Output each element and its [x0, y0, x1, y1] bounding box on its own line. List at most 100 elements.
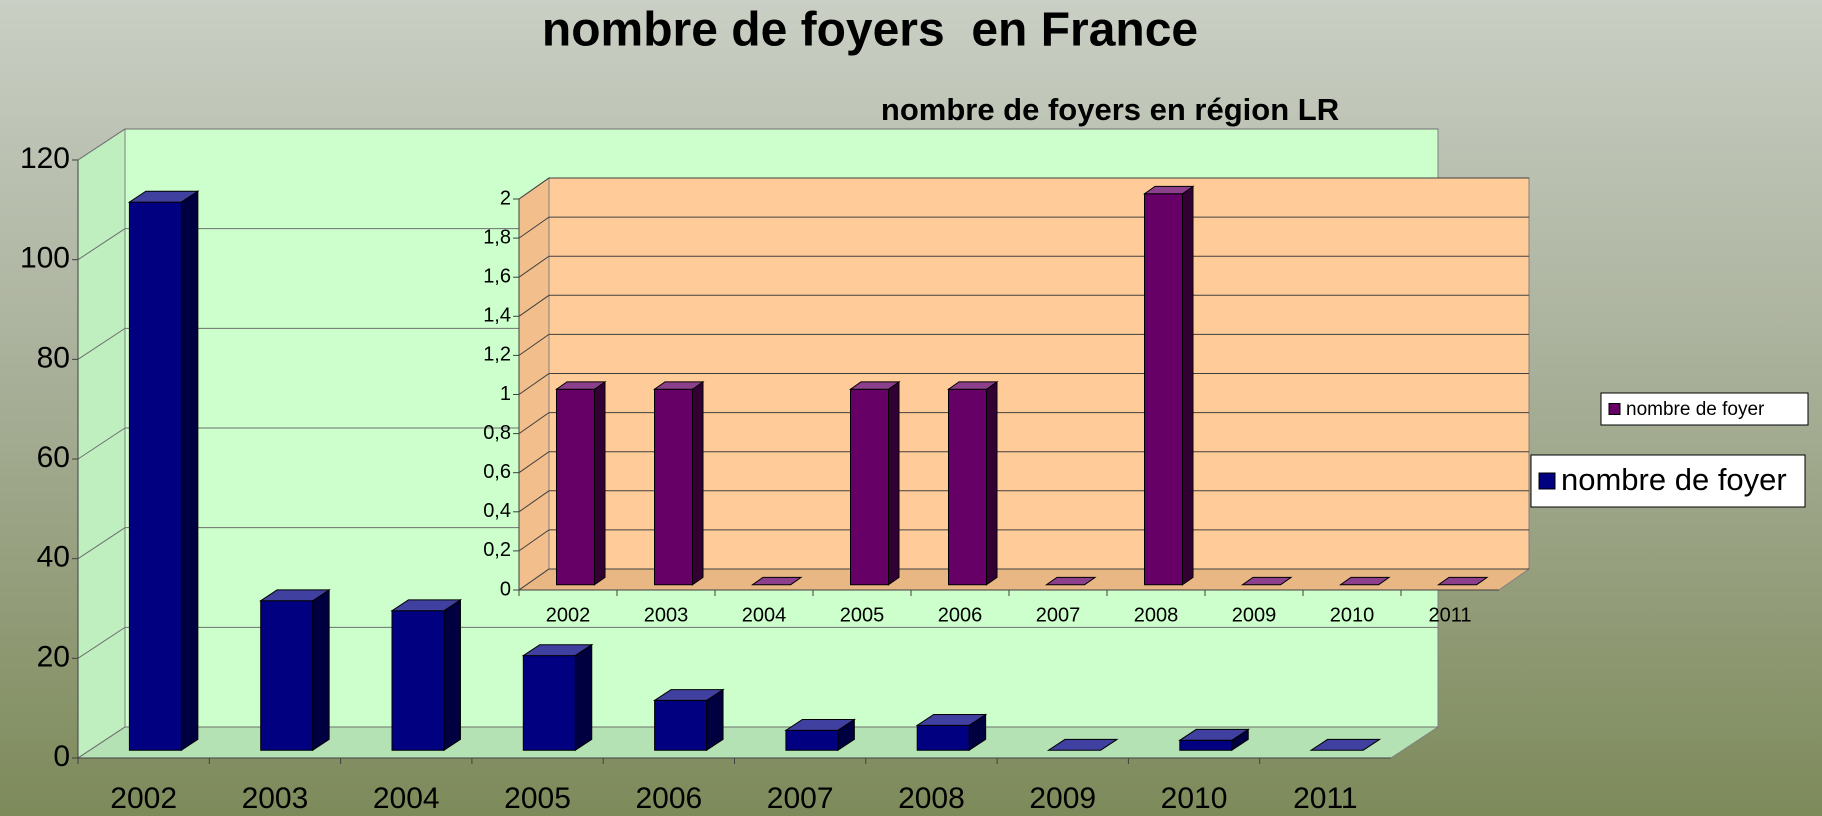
x-tick-label: 2011: [1428, 604, 1471, 626]
y-tick-label: 120: [20, 142, 70, 175]
bar-top: [652, 381, 705, 390]
bar-top: [554, 381, 607, 390]
x-tick-label: 2005: [840, 604, 885, 626]
y-tick-label: 0: [500, 578, 511, 600]
legend-swatch: [1538, 472, 1556, 490]
chart-title: nombre de foyers en région LR: [881, 92, 1339, 127]
bar-group: [1309, 738, 1382, 751]
chart-title: nombre de foyers en France: [542, 4, 1198, 57]
y-tick-label: 40: [37, 541, 70, 574]
bar-group: [127, 190, 200, 752]
bar-group: [848, 380, 901, 586]
bar-top: [521, 644, 594, 657]
y-tick-label: 0,8: [483, 422, 511, 444]
grid-line: [518, 412, 1529, 435]
x-tick-label: 2007: [767, 782, 834, 815]
bar-group: [946, 380, 999, 586]
bar-group: [521, 643, 594, 752]
bar-top: [750, 576, 803, 586]
grid-line: [518, 255, 1529, 278]
bar-group: [784, 718, 857, 752]
bar: [785, 729, 839, 751]
bar-side: [594, 380, 606, 586]
grid-line: [518, 333, 1529, 356]
bar-side: [312, 588, 330, 752]
x-tick-label: 2009: [1232, 604, 1277, 626]
bar: [522, 655, 576, 751]
bar: [850, 388, 889, 586]
y-tick-label: 1,8: [483, 226, 511, 248]
bar: [556, 388, 595, 586]
legend-label: nombre de foyer: [1626, 399, 1765, 420]
bar-group: [259, 588, 331, 752]
bar-top: [259, 589, 331, 602]
bar-top: [1338, 576, 1391, 586]
bar-side: [888, 380, 900, 586]
grid-line: [518, 294, 1529, 317]
bar-group: [1338, 576, 1391, 586]
bar: [916, 724, 970, 751]
x-tick-label: 2008: [1134, 604, 1179, 626]
bar-top: [390, 599, 463, 612]
legend-swatch: [1608, 403, 1621, 415]
bar-group: [915, 713, 988, 752]
bar-group: [652, 688, 725, 752]
y-tick-label: 1,6: [483, 265, 511, 287]
bar-group: [1240, 576, 1293, 586]
bar-group: [1044, 576, 1097, 586]
bar-group: [750, 576, 803, 586]
bar-top: [784, 718, 857, 731]
y-tick-label: 60: [37, 441, 70, 474]
grid-line: [77, 626, 1438, 659]
bar-top: [946, 381, 999, 390]
y-tick-label: 1,2: [483, 344, 511, 366]
x-tick-label: 2009: [1029, 782, 1096, 815]
bar-top: [1436, 576, 1489, 586]
grid-line: [518, 568, 1529, 591]
bar-top: [848, 381, 901, 390]
bar-group: [1436, 576, 1489, 586]
x-tick-label: 2011: [1293, 782, 1358, 815]
y-tick-label: 0,6: [483, 461, 511, 483]
bar-side: [574, 643, 593, 752]
x-tick-label: 2004: [742, 604, 787, 626]
bar-group: [1046, 738, 1119, 751]
bar: [654, 388, 693, 586]
bar-side: [1182, 185, 1194, 586]
grid-line: [518, 451, 1529, 474]
bar: [128, 201, 182, 751]
x-tick-label: 2002: [546, 604, 591, 626]
x-tick-label: 2006: [635, 782, 702, 815]
bar-group: [554, 380, 607, 586]
x-tick-label: 2004: [373, 782, 440, 815]
x-tick-label: 2003: [242, 782, 309, 815]
x-tick-label: 2007: [1036, 604, 1081, 626]
grid-line: [77, 128, 1438, 161]
x-tick-label: 2010: [1330, 604, 1375, 626]
legend-box: [1600, 392, 1809, 426]
bar: [948, 388, 987, 586]
x-tick-label: 2003: [644, 604, 689, 626]
bar-top: [1178, 728, 1250, 741]
bar: [260, 600, 314, 751]
y-tick-label: 20: [37, 640, 70, 673]
x-tick-label: 2006: [938, 604, 983, 626]
y-tick-label: 1: [500, 383, 511, 405]
legend-box: [1530, 454, 1806, 508]
bar: [654, 699, 708, 751]
bar-group: [1142, 185, 1195, 586]
y-tick-label: 80: [37, 341, 70, 374]
bar-side: [692, 380, 704, 586]
legend-label: nombre de foyer: [1561, 462, 1787, 497]
y-tick-label: 100: [20, 242, 70, 275]
bar: [1144, 193, 1183, 586]
bar-group: [652, 380, 705, 586]
grid-line: [518, 216, 1529, 239]
bar-top: [1240, 576, 1293, 586]
bar: [391, 610, 445, 751]
x-tick-label: 2005: [504, 782, 571, 815]
bar-side: [986, 380, 998, 586]
x-tick-label: 2002: [110, 782, 177, 815]
grid-line: [518, 373, 1529, 395]
